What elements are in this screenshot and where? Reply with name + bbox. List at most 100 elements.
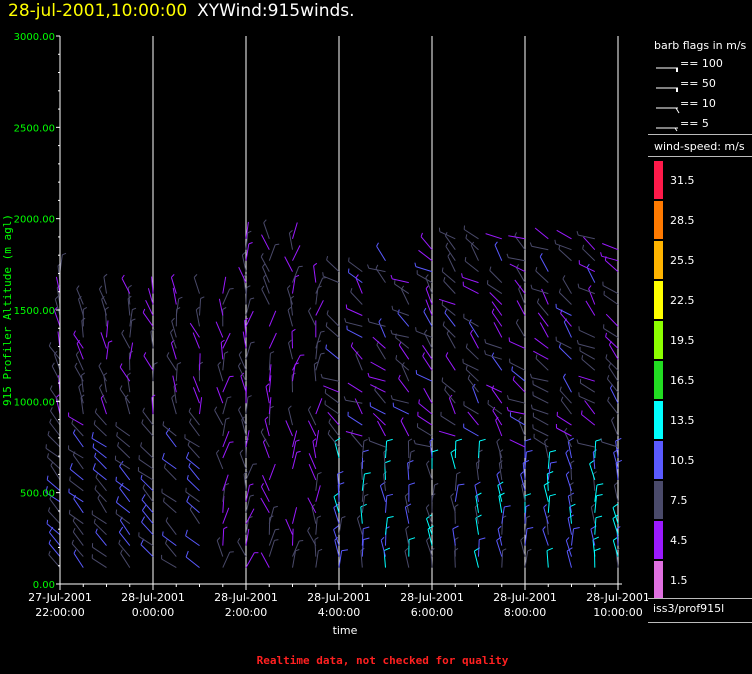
wind-barb [474, 485, 479, 502]
wind-barb-feather [48, 539, 51, 544]
wind-barb [218, 298, 224, 316]
x-tick-label: 28-Jul-2001 [400, 591, 464, 604]
wind-barb [260, 431, 270, 448]
wind-barb-feather [530, 284, 533, 289]
wind-barb [495, 420, 503, 437]
wind-barb-feather [525, 504, 530, 508]
barb-legend-flag [676, 88, 678, 92]
wind-barb [355, 354, 363, 371]
wind-barb [141, 422, 154, 437]
wind-barb [121, 278, 131, 294]
wind-barb-feather [380, 536, 385, 541]
wind-barb [425, 299, 433, 316]
x-tick-label: 28-Jul-2001 [586, 591, 648, 604]
wind-barb [487, 283, 503, 295]
wind-barb-feather [224, 351, 229, 354]
wind-barb-feather [229, 441, 234, 443]
wind-barb [562, 278, 572, 294]
wind-barb [91, 437, 107, 448]
wind-barb [395, 358, 410, 371]
wind-barb-feather [237, 362, 242, 367]
wind-barb [361, 495, 366, 513]
wind-barb-feather [71, 419, 74, 424]
wind-barb [489, 270, 503, 283]
wind-barb [323, 275, 340, 284]
wind-barb [372, 412, 386, 426]
wind-barb-feather [320, 352, 325, 355]
wind-barb-feather [454, 537, 459, 541]
wind-barb [222, 442, 230, 459]
wind-barb-feather [549, 493, 556, 497]
wind-barb [119, 388, 131, 404]
wind-barb [441, 304, 456, 316]
wind-barb [418, 403, 433, 415]
wind-barb-feather [46, 519, 49, 524]
wind-barb [499, 451, 503, 469]
wind-barb-feather [227, 396, 232, 399]
wind-barb [238, 266, 247, 283]
wind-barb [498, 495, 503, 513]
wind-barb [186, 457, 200, 470]
wind-barb-feather [142, 407, 145, 412]
wind-barb-feather [115, 509, 118, 514]
wind-barb-feather [195, 306, 200, 311]
wind-barb-feather [363, 438, 368, 442]
wind-barb-feather [188, 407, 192, 412]
wind-barb [584, 400, 596, 415]
wind-barb [416, 273, 433, 284]
wind-barb-feather [260, 483, 264, 487]
x-tick-label: 28-Jul-2001 [214, 591, 278, 604]
y-tick-label: 0.00 [33, 580, 55, 591]
wind-barb [350, 291, 363, 305]
wind-barb-feather [344, 318, 347, 323]
wind-barb-feather [565, 537, 570, 541]
wind-barb [312, 441, 317, 459]
wind-barb [98, 365, 107, 382]
wind-barb-feather [224, 483, 230, 486]
wind-barb [345, 321, 363, 327]
wind-barb-feather [119, 363, 123, 368]
wind-barb [474, 506, 479, 524]
wind-barb-feather [506, 253, 509, 258]
wind-barb [374, 389, 386, 404]
wind-barb [565, 540, 572, 557]
wind-barb [570, 462, 572, 480]
wind-barb [261, 234, 270, 250]
wind-barb-feather [474, 504, 479, 508]
wind-barb [338, 550, 343, 568]
wind-barb [465, 347, 479, 360]
barb-legend-feather [675, 107, 680, 114]
wind-barb-feather [529, 242, 533, 247]
wind-barb-feather [408, 537, 416, 541]
wind-barb [237, 365, 247, 382]
wind-barb-feather [424, 329, 428, 334]
wind-barb-feather [426, 460, 430, 465]
wind-barb [567, 496, 572, 513]
wind-barb-feather [274, 539, 279, 541]
wind-barb [75, 354, 84, 371]
wind-barb [245, 397, 249, 415]
wind-barb-feather [615, 459, 623, 464]
wind-barb [222, 431, 230, 448]
wind-barb [547, 495, 551, 513]
wind-barb-feather [151, 394, 156, 398]
wind-barb [119, 520, 131, 535]
legend-divider [648, 134, 752, 135]
wind-barb [308, 310, 317, 327]
wind-barb [188, 411, 200, 426]
wind-barb [491, 388, 503, 404]
wind-barb [531, 245, 549, 251]
wind-barb [450, 496, 456, 513]
wind-barb [55, 397, 61, 415]
wind-barb-feather [565, 449, 569, 454]
wind-barb [369, 440, 386, 448]
wind-barb [222, 507, 230, 524]
wind-barb [288, 408, 293, 426]
wind-barb [170, 342, 177, 360]
barb-legend-label: == 50 [680, 77, 716, 90]
wind-barb [260, 256, 270, 272]
wind-barb-feather [171, 317, 175, 322]
wind-barb-feather [570, 460, 575, 464]
wind-barb-feather [506, 395, 509, 400]
wind-barb [404, 495, 410, 513]
